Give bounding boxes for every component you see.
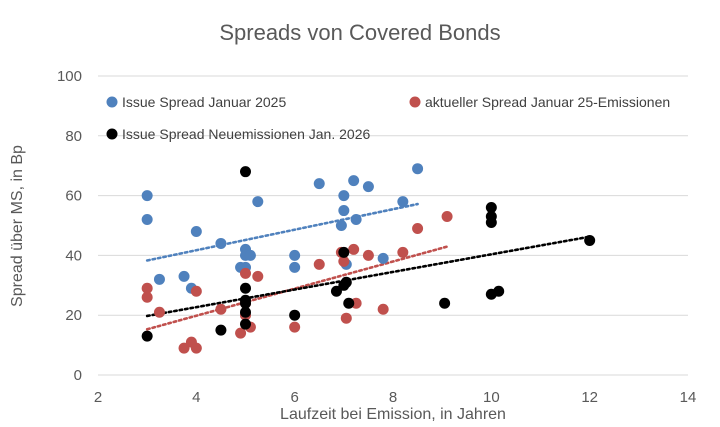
data-point-series-1	[141, 190, 153, 202]
trendline-series-1	[145, 202, 419, 262]
x-axis-ticks: 2 4 6 8 10 12 14	[94, 389, 697, 406]
data-point-series-2	[340, 312, 352, 324]
data-point-series-3	[289, 309, 301, 321]
data-point-series-3	[584, 234, 596, 246]
data-point-series-2	[377, 303, 389, 315]
x-tick-label: 12	[581, 389, 598, 406]
x-tick-label: 6	[290, 389, 298, 406]
data-point-series-3	[240, 306, 251, 318]
data-point-series-3	[338, 246, 350, 258]
data-point-series-2	[362, 249, 374, 261]
data-point-series-1	[244, 249, 256, 261]
data-point-series-1	[153, 273, 165, 285]
trendlines	[145, 202, 591, 331]
data-point-series-3	[340, 276, 352, 288]
data-point-series-2	[441, 211, 453, 223]
data-points	[141, 163, 596, 354]
legend-label-series-2: aktueller Spread Januar 25-Emissionen	[425, 94, 670, 110]
data-point-series-1	[377, 252, 389, 264]
data-point-series-2	[190, 342, 202, 354]
data-point-series-3	[343, 297, 355, 309]
x-tick-label: 8	[389, 389, 397, 406]
data-point-series-1	[412, 163, 424, 175]
legend-marker-series-1	[106, 96, 118, 108]
x-tick-label: 2	[94, 389, 102, 406]
data-point-series-2	[412, 222, 424, 234]
y-tick-label: 80	[65, 128, 82, 145]
data-point-series-2	[289, 321, 301, 333]
data-point-series-1	[338, 190, 350, 202]
legend-marker-series-3	[106, 128, 118, 140]
data-point-series-3	[141, 330, 153, 342]
data-point-series-3	[485, 202, 497, 214]
data-point-series-1	[289, 261, 301, 273]
data-point-series-2	[141, 291, 153, 303]
y-tick-label: 20	[65, 307, 82, 324]
data-point-series-2	[153, 306, 165, 318]
data-point-series-1	[215, 237, 227, 249]
data-point-series-1	[348, 175, 360, 187]
data-point-series-1	[141, 214, 153, 226]
y-axis-title: Spread über MS, in Bp	[9, 145, 26, 307]
data-point-series-1	[190, 225, 202, 237]
y-tick-label: 40	[65, 247, 82, 264]
data-point-series-3	[330, 285, 342, 297]
x-tick-label: 4	[192, 389, 200, 406]
y-axis-ticks: 0 20 40 60 80 100	[57, 68, 82, 384]
data-point-series-2	[235, 327, 247, 339]
chart-title: Spreads von Covered Bonds	[219, 20, 500, 45]
data-point-series-3	[240, 282, 251, 294]
data-point-series-1	[335, 220, 347, 231]
data-point-series-1	[397, 196, 409, 208]
data-point-series-1	[252, 196, 264, 208]
legend-label-series-1: Issue Spread Januar 2025	[122, 94, 286, 110]
y-tick-label: 60	[65, 188, 82, 205]
x-tick-label: 14	[680, 389, 697, 406]
data-point-series-2	[397, 246, 409, 258]
data-point-series-1	[350, 214, 362, 226]
data-point-series-2	[215, 303, 227, 315]
data-point-series-2	[252, 270, 264, 282]
data-point-series-1	[338, 205, 350, 217]
data-point-series-2	[313, 258, 325, 270]
data-point-series-3	[215, 324, 227, 336]
x-axis-title: Laufzeit bei Emission, in Jahren	[280, 406, 506, 423]
data-point-series-2	[141, 282, 153, 294]
data-point-series-1	[313, 178, 325, 190]
y-tick-label: 100	[57, 68, 82, 85]
trendline-series-2	[145, 245, 449, 331]
data-point-series-3	[240, 297, 251, 309]
trendline-series-3	[145, 235, 591, 318]
data-point-series-1	[178, 270, 190, 282]
legend-label-series-3: Issue Spread Neuemissionen Jan. 2026	[122, 126, 370, 142]
data-point-series-2	[240, 267, 251, 279]
legend-marker-series-2	[409, 96, 421, 108]
data-point-series-1	[362, 181, 374, 193]
data-point-series-2	[348, 243, 360, 255]
data-point-series-3	[493, 285, 505, 297]
data-point-series-3	[240, 166, 251, 178]
data-point-series-2	[178, 342, 190, 354]
data-point-series-2	[190, 285, 202, 297]
gridlines	[98, 75, 688, 316]
data-point-series-3	[485, 217, 497, 229]
data-point-series-3	[439, 297, 451, 309]
data-point-series-2	[338, 255, 350, 267]
data-point-series-1	[289, 249, 301, 261]
x-tick-label: 10	[483, 389, 500, 406]
y-tick-label: 0	[74, 367, 82, 384]
data-point-series-3	[240, 318, 251, 330]
legend: Issue Spread Januar 2025 aktueller Sprea…	[106, 94, 670, 142]
